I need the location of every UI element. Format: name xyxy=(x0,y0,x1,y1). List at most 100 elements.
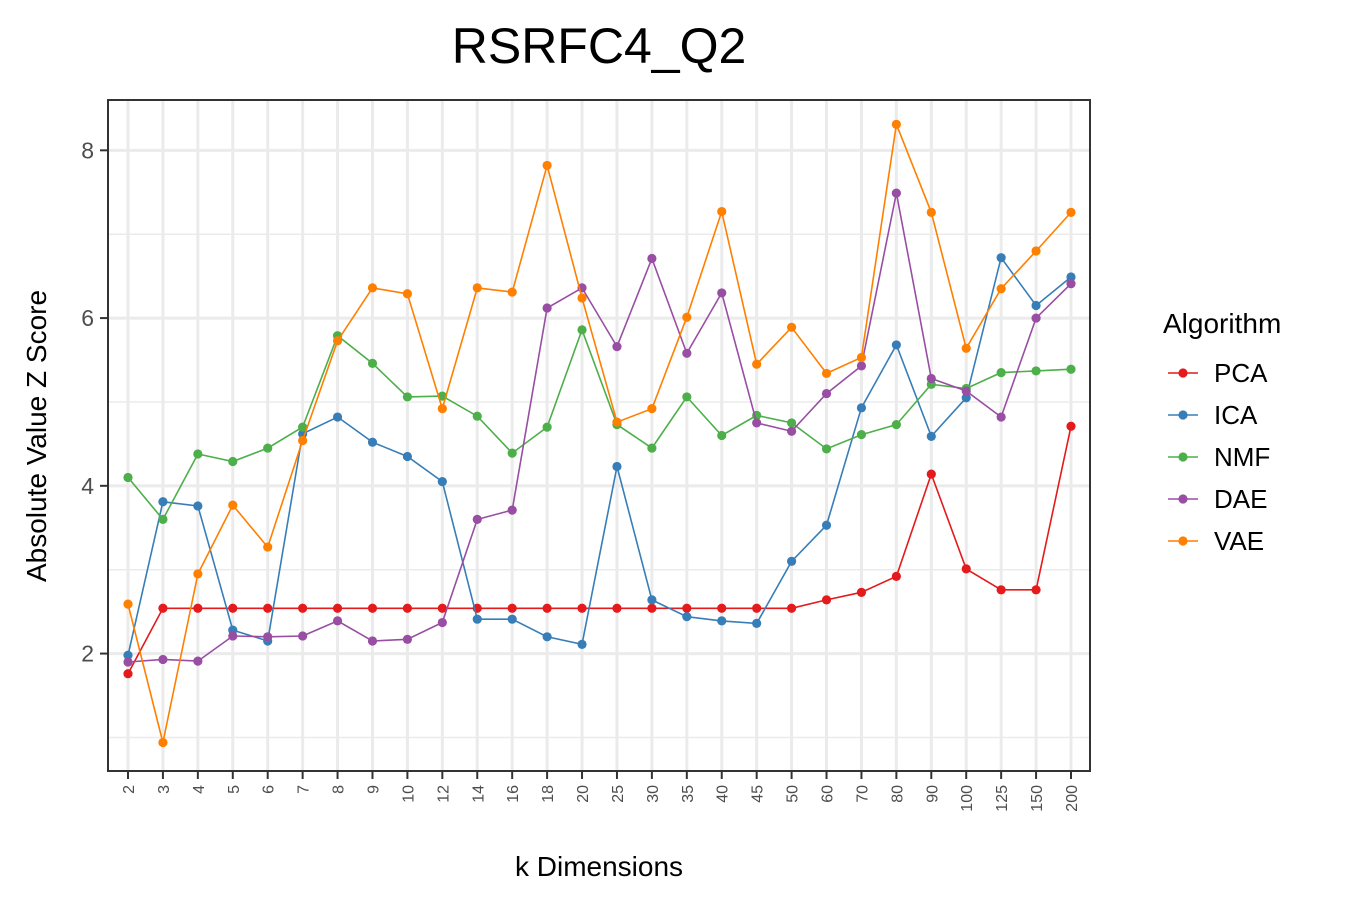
point-ica xyxy=(961,393,971,403)
point-ica xyxy=(123,650,133,660)
point-dae xyxy=(472,514,482,524)
legend-label-vae: VAE xyxy=(1214,526,1264,556)
point-vae xyxy=(926,207,936,217)
point-nmf xyxy=(193,449,203,459)
x-tick-label: 10 xyxy=(400,785,417,803)
point-dae xyxy=(752,418,762,428)
point-dae xyxy=(856,361,867,371)
point-vae xyxy=(752,359,762,369)
series-line-vae xyxy=(127,121,1072,743)
x-tick-label: 80 xyxy=(889,785,906,803)
point-dae xyxy=(263,632,273,642)
x-tick-label: 12 xyxy=(435,785,452,803)
point-vae xyxy=(647,404,657,414)
x-tick-label: 100 xyxy=(959,785,976,812)
point-nmf xyxy=(158,514,168,524)
series-line-nmf xyxy=(127,327,1072,521)
point-nmf xyxy=(647,443,657,453)
point-nmf xyxy=(402,392,413,402)
point-dae xyxy=(786,426,797,436)
x-tick-label: 8 xyxy=(331,785,348,794)
point-pca xyxy=(228,603,238,613)
legend-key-point-ica xyxy=(1178,410,1188,420)
x-tick-label: 14 xyxy=(470,785,487,803)
point-dae xyxy=(612,341,622,352)
point-dae xyxy=(682,348,692,358)
point-dae xyxy=(507,505,517,515)
x-tick-label: 70 xyxy=(854,785,871,803)
point-vae xyxy=(228,500,238,510)
x-tick-label: 9 xyxy=(365,785,382,794)
point-ica xyxy=(437,477,447,487)
x-tick-label: 6 xyxy=(261,785,278,794)
plot-background xyxy=(108,100,1090,771)
legend-key-point-pca xyxy=(1178,368,1188,378)
point-ica xyxy=(158,497,168,507)
point-pca xyxy=(437,603,447,613)
point-ica xyxy=(1066,272,1076,282)
x-tick-label: 40 xyxy=(715,785,732,803)
point-pca xyxy=(263,603,273,613)
point-ica xyxy=(717,616,727,626)
point-ica xyxy=(891,340,901,350)
point-dae xyxy=(996,412,1006,422)
x-tick-label: 35 xyxy=(680,785,697,803)
panel-border xyxy=(107,99,1091,772)
point-nmf xyxy=(367,358,378,368)
point-vae xyxy=(682,312,692,322)
point-dae xyxy=(367,636,378,646)
point-ica xyxy=(1031,300,1041,311)
legend-label-nmf: NMF xyxy=(1214,442,1270,472)
point-ica xyxy=(821,520,832,530)
point-pca xyxy=(786,603,797,613)
point-ica xyxy=(193,501,203,511)
legend-key-point-vae xyxy=(1178,536,1188,546)
point-ica xyxy=(472,614,482,624)
y-tick-label: 2 xyxy=(81,641,94,667)
point-ica xyxy=(996,253,1006,263)
point-pca xyxy=(123,669,133,679)
x-tick-label: 20 xyxy=(575,785,592,803)
x-tick-label: 7 xyxy=(296,785,313,794)
point-vae xyxy=(263,542,273,552)
point-nmf xyxy=(856,430,867,440)
point-dae xyxy=(961,386,971,396)
point-vae xyxy=(193,569,203,579)
point-ica xyxy=(856,403,867,413)
point-dae xyxy=(891,188,901,198)
point-nmf xyxy=(577,325,587,335)
y-tick-label: 8 xyxy=(81,137,94,163)
point-vae xyxy=(786,322,797,332)
x-tick-label: 25 xyxy=(610,785,627,803)
point-pca xyxy=(891,571,901,582)
chart-title: RSRFC4_Q2 xyxy=(452,18,747,74)
series-line-ica xyxy=(127,255,1072,656)
x-tick-label: 150 xyxy=(1029,785,1046,812)
point-ica xyxy=(752,618,762,628)
point-pca xyxy=(1031,585,1041,595)
x-tick-label: 18 xyxy=(540,785,557,803)
x-tick-label: 50 xyxy=(785,785,802,803)
point-nmf xyxy=(507,448,517,458)
point-ica xyxy=(682,612,692,622)
point-vae xyxy=(507,287,517,297)
point-vae xyxy=(717,206,727,217)
x-tick-label: 200 xyxy=(1064,785,1081,812)
point-vae xyxy=(1066,207,1076,217)
point-vae xyxy=(123,599,133,609)
point-pca xyxy=(507,603,517,613)
point-nmf xyxy=(717,430,727,441)
point-ica xyxy=(367,437,378,447)
point-vae xyxy=(1031,246,1041,256)
legend-label-dae: DAE xyxy=(1214,484,1267,514)
point-ica xyxy=(542,632,552,642)
point-dae xyxy=(123,657,133,667)
point-nmf xyxy=(123,472,133,483)
legend: Algorithm PCA ICA NMF DAE VAE xyxy=(1163,308,1281,556)
legend-label-ica: ICA xyxy=(1214,400,1258,430)
point-ica xyxy=(507,614,517,624)
point-nmf xyxy=(542,422,552,432)
point-nmf xyxy=(821,444,832,454)
point-pca xyxy=(612,603,622,613)
x-tick-label: 60 xyxy=(820,785,837,803)
